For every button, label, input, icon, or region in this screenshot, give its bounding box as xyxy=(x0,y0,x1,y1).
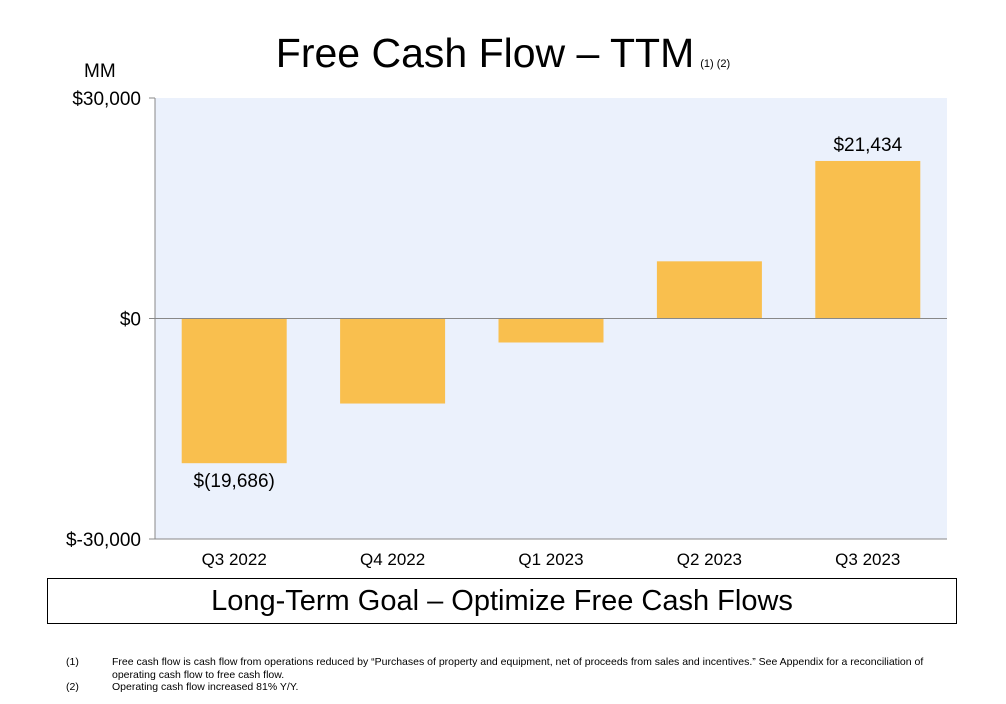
footnote-number: (1) xyxy=(66,656,79,668)
bars-group xyxy=(181,160,921,464)
data-labels-group: $(19,686) $21,434 xyxy=(194,135,903,492)
y-axis: $30,000 $0 $-30,000 xyxy=(66,89,155,551)
bar-q3-2023 xyxy=(815,160,921,319)
chart-title: Free Cash Flow – TTM (1) (2) xyxy=(0,30,1006,77)
footnote-text: Operating cash flow increased 81% Y/Y. xyxy=(112,681,299,693)
footnote-number: (2) xyxy=(66,681,79,693)
data-label: $21,434 xyxy=(833,135,902,156)
x-tick-label: Q1 2023 xyxy=(518,550,583,569)
unit-label: MM xyxy=(84,61,116,82)
chart-title-text: Free Cash Flow – TTM xyxy=(275,30,695,76)
bar-q1-2023 xyxy=(498,318,604,343)
bar-q4-2022 xyxy=(340,318,446,404)
y-tick-label: $30,000 xyxy=(72,89,141,110)
x-tick-label: Q2 2023 xyxy=(677,550,742,569)
footnote-2: (2) Operating cash flow increased 81% Y/… xyxy=(66,681,966,694)
bar-q3-2022 xyxy=(181,318,287,464)
x-tick-label: Q3 2023 xyxy=(835,550,900,569)
x-tick-label: Q4 2022 xyxy=(360,550,425,569)
footnotes: (1) Free cash flow is cash flow from ope… xyxy=(66,656,966,694)
footnote-1: (1) Free cash flow is cash flow from ope… xyxy=(66,656,966,681)
title-footnote-refs: (1) (2) xyxy=(700,58,731,70)
footnote-text: Free cash flow is cash flow from operati… xyxy=(112,656,924,681)
bar-q2-2023 xyxy=(656,261,762,319)
y-tick-label: $-30,000 xyxy=(66,530,141,551)
x-axis: Q3 2022 Q4 2022 Q1 2023 Q2 2023 Q3 2023 xyxy=(202,550,901,569)
data-label: $(19,686) xyxy=(194,471,275,492)
y-tick-label: $0 xyxy=(120,310,141,331)
goal-banner: Long-Term Goal – Optimize Free Cash Flow… xyxy=(47,578,957,624)
x-tick-label: Q3 2022 xyxy=(202,550,267,569)
